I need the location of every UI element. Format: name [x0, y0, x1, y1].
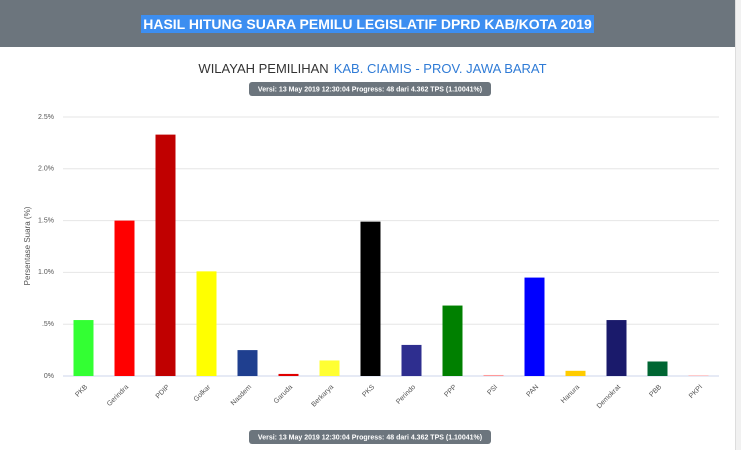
- bar: [196, 271, 217, 376]
- x-tick-label: Perindo: [395, 384, 417, 406]
- y-tick-label: .5%: [42, 321, 54, 328]
- x-tick-label: Golkar: [193, 383, 213, 403]
- x-tick-label: Berkarya: [310, 384, 335, 409]
- y-tick-label: 1.0%: [38, 269, 54, 276]
- version-badge: [249, 82, 491, 96]
- x-tick-label: PSI: [486, 384, 499, 397]
- bar: [524, 277, 545, 376]
- bar: [155, 134, 176, 376]
- x-tick-label: Nasdem: [230, 384, 254, 408]
- version-text: Versi: 13 May 2019 12:30:04 Progress: 48…: [258, 434, 482, 441]
- version-badge: [249, 430, 491, 444]
- header: HASIL HITUNG SUARA PEMILU LEGISLATIF DPR…: [0, 0, 735, 47]
- y-tick-label: 1.5%: [38, 217, 54, 224]
- bar: [73, 320, 94, 376]
- bar: [442, 305, 463, 376]
- bar: [237, 350, 258, 376]
- x-tick-label: Gerindra: [106, 384, 130, 408]
- x-tick-label: PPP: [443, 384, 458, 399]
- y-tick-label: 0%: [44, 373, 54, 380]
- x-tick-label: PKPI: [688, 384, 704, 400]
- subtitle-prefix: WILAYAH PEMILIHAN: [198, 61, 328, 76]
- y-tick-label: 2.0%: [38, 166, 54, 173]
- bar: [278, 373, 299, 376]
- bar: [401, 344, 422, 376]
- bar: [114, 220, 135, 376]
- subtitle: WILAYAH PEMILIHAN KAB. CIAMIS - PROV. JAW…: [198, 61, 546, 76]
- version-text: Versi: 13 May 2019 12:30:04 Progress: 48…: [258, 86, 482, 93]
- subtitle-region: KAB. CIAMIS - PROV. JAWA BARAT: [334, 61, 547, 76]
- header-title: HASIL HITUNG SUARA PEMILU LEGISLATIF DPR…: [141, 15, 594, 33]
- bar: [606, 320, 627, 376]
- x-tick-label: PDIP: [155, 384, 172, 401]
- x-tick-label: PKS: [361, 384, 376, 399]
- x-tick-label: Garuda: [273, 384, 295, 406]
- scrollbar[interactable]: [735, 0, 741, 450]
- bar: [360, 221, 381, 376]
- x-tick-label: Hanura: [560, 384, 581, 405]
- x-tick-label: Demokrat: [596, 384, 622, 410]
- y-axis-label: Persentase Suara (%): [23, 206, 32, 285]
- bar: [688, 375, 709, 376]
- x-tick-label: PKB: [74, 384, 89, 399]
- bar: [565, 370, 586, 376]
- bar: [647, 361, 668, 376]
- bar: [483, 374, 504, 376]
- y-tick-label: 2.5%: [38, 114, 54, 121]
- x-tick-label: PBB: [648, 384, 663, 399]
- bar: [319, 360, 340, 376]
- x-tick-label: PAN: [525, 384, 540, 399]
